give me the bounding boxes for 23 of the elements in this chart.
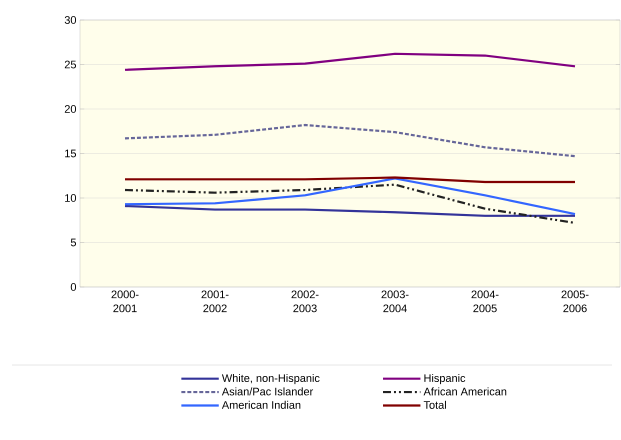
y-tick-label: 5 [70,238,76,246]
legend-label: African American [424,387,506,396]
line-series [124,177,576,216]
x-tick-label: 2002-2003 [292,290,319,312]
line-series [124,204,576,217]
legend-label: American Indian [222,400,300,409]
y-tick-label: 20 [64,105,76,113]
y-tick-label: 10 [65,194,76,202]
y-tick-label: 15 [65,150,76,158]
x-tick-label: 2003-2004 [382,290,409,312]
y-tick-label: 30 [64,16,76,24]
line-series [124,52,576,71]
x-tick-label: 2000-2001 [112,290,139,312]
x-tick-label: 2004-2005 [472,290,499,312]
y-tick-label: 25 [64,60,76,68]
x-tick-label: 2001-2002 [202,290,229,312]
line-series [124,124,576,158]
y-tick-label: 0 [70,283,76,291]
legend-label: Total [424,400,446,409]
legend-label: Hispanic [424,374,466,384]
x-tick-label: 2005-2006 [562,290,589,312]
legend-label: Asian/Pac Islander [222,387,314,396]
legend-label: White, non-Hispanic [222,374,320,384]
